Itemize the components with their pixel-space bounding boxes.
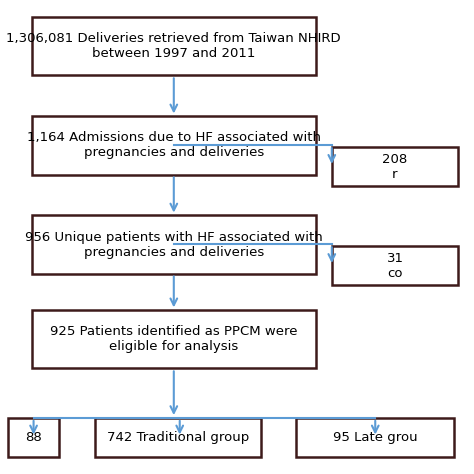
Text: 925 Patients identified as PPCM were
eligible for analysis: 925 Patients identified as PPCM were eli… — [50, 325, 298, 353]
FancyBboxPatch shape — [32, 17, 316, 75]
FancyBboxPatch shape — [8, 418, 59, 457]
FancyBboxPatch shape — [32, 116, 316, 174]
FancyBboxPatch shape — [332, 246, 458, 285]
Text: 88: 88 — [25, 431, 42, 444]
Text: 742 Traditional group: 742 Traditional group — [107, 431, 249, 444]
Text: 31
co: 31 co — [386, 252, 403, 280]
FancyBboxPatch shape — [32, 216, 316, 273]
Text: 1,164 Admissions due to HF associated with
pregnancies and deliveries: 1,164 Admissions due to HF associated wi… — [27, 131, 321, 159]
Text: 208
r: 208 r — [383, 153, 408, 181]
FancyBboxPatch shape — [32, 310, 316, 368]
FancyBboxPatch shape — [332, 147, 458, 186]
Text: 95 Late grou: 95 Late grou — [333, 431, 418, 444]
Text: 1,306,081 Deliveries retrieved from Taiwan NHIRD
between 1997 and 2011: 1,306,081 Deliveries retrieved from Taiw… — [7, 32, 341, 60]
FancyBboxPatch shape — [296, 418, 454, 457]
Text: 956 Unique patients with HF associated with
pregnancies and deliveries: 956 Unique patients with HF associated w… — [25, 230, 323, 258]
FancyBboxPatch shape — [95, 418, 261, 457]
